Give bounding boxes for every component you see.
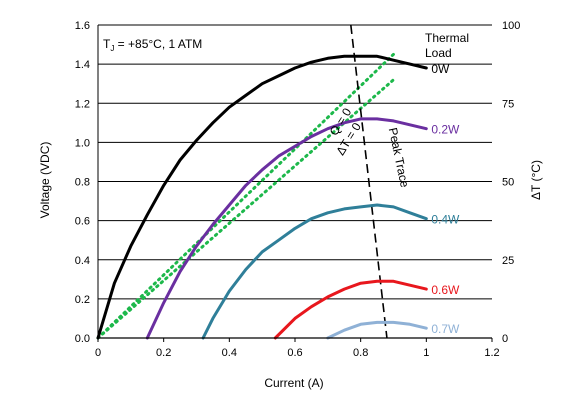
reference-line	[96, 78, 395, 340]
y-axis-label: Voltage (VDC)	[38, 142, 52, 219]
x-tick-label: 0	[95, 347, 101, 359]
series-label: 0.6W	[431, 283, 460, 297]
y-right-tick-label: 0	[502, 333, 508, 345]
tick-labels: 0.0 0.2 0.4 0.6 0.8 1.0 1.2 1.4 1.6 0 25 50 75 100 0 0.…	[75, 20, 521, 359]
y-tick-label: 1.0	[75, 137, 90, 149]
series-lines	[96, 54, 428, 340]
y-tick-label: 0.8	[75, 177, 90, 189]
y-tick-label: 0.2	[75, 294, 90, 306]
y-tick-label: 1.4	[75, 59, 90, 71]
reference-line	[96, 52, 395, 340]
legend-title-line-2: Load	[425, 46, 452, 60]
y-tick-label: 0.0	[75, 333, 90, 345]
x-tick-label: 0.6	[287, 347, 302, 359]
legend-title-line-1: Thermal	[425, 31, 469, 45]
y-tick-label: 0.6	[75, 216, 90, 228]
x-tick-label: 0.4	[222, 347, 237, 359]
y-tick-label: 0.4	[75, 255, 90, 267]
x-tick-label: 1	[423, 347, 429, 359]
series-line	[326, 320, 428, 340]
series-line	[273, 279, 428, 340]
y-right-axis-label: ΔT (°C)	[529, 160, 543, 200]
peak-trace-line	[350, 24, 388, 339]
reference-lines	[96, 24, 395, 340]
grid-lines	[98, 24, 492, 300]
condition-label: TJ = +85°C, 1 ATM	[103, 37, 202, 53]
y-tick-label: 1.6	[75, 20, 90, 32]
series-line	[145, 117, 428, 340]
series-line	[201, 203, 428, 340]
axes	[97, 25, 493, 342]
series-label: 0.7W	[431, 322, 460, 336]
series-label: 0W	[431, 62, 450, 76]
y-right-tick-label: 100	[502, 20, 520, 32]
x-tick-label: 1.2	[484, 347, 499, 359]
y-tick-label: 1.2	[75, 98, 90, 110]
peak-trace-label: Peak Trace	[386, 126, 412, 189]
y-right-tick-label: 50	[502, 177, 514, 189]
y-right-tick-label: 25	[502, 255, 514, 267]
x-axis-label: Current (A)	[264, 376, 323, 390]
series-line	[96, 54, 428, 340]
x-tick-label: 0.8	[353, 347, 368, 359]
series-label: 0.4W	[431, 213, 460, 227]
y-right-tick-label: 75	[502, 98, 514, 110]
x-tick-label: 0.2	[156, 347, 171, 359]
series-label: 0.2W	[431, 123, 460, 137]
